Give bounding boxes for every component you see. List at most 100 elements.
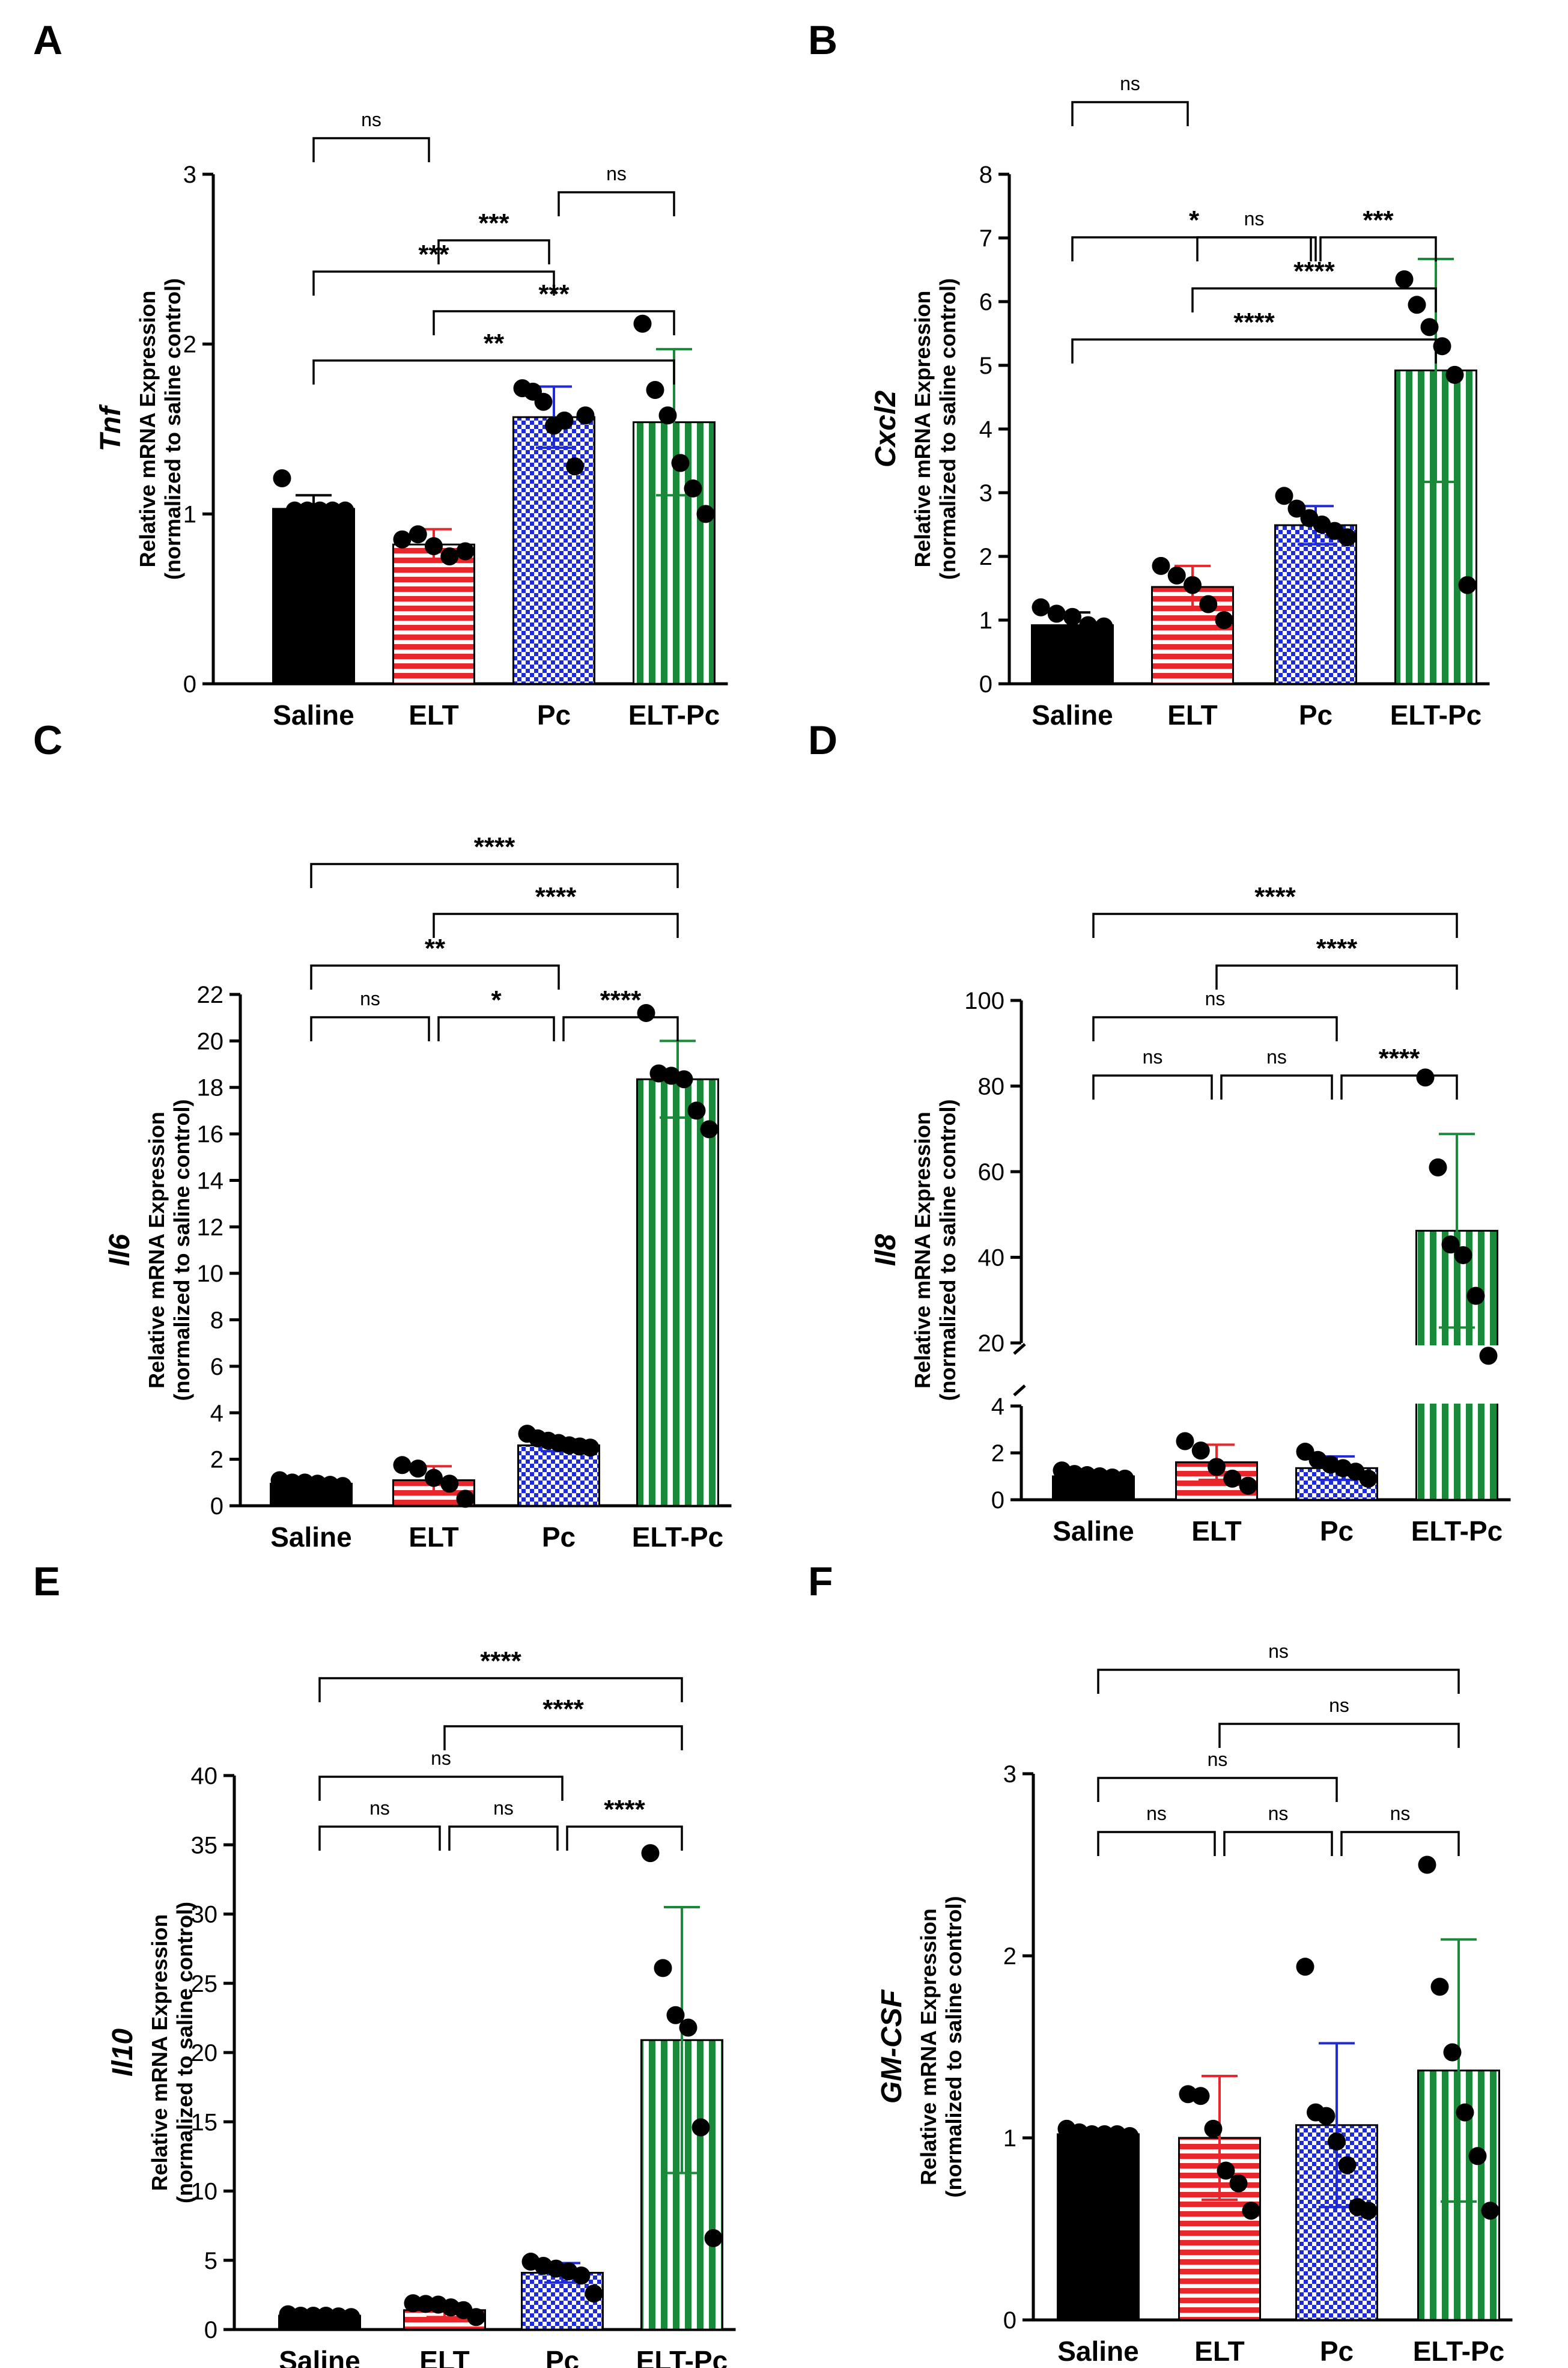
y-tick-label: 5	[204, 2248, 217, 2274]
significance-label: ***	[478, 208, 509, 238]
data-point-pc	[534, 392, 553, 411]
y-tick-label: 0	[991, 1487, 1004, 1514]
significance-bracket	[558, 191, 675, 216]
data-point-elt	[393, 530, 412, 549]
significance-label: ns	[1208, 1749, 1228, 1770]
data-point-elt	[456, 542, 475, 561]
data-point-eltpc	[675, 1070, 693, 1089]
y-tick-label: 5	[979, 353, 992, 379]
significance-bracket	[437, 1016, 555, 1041]
data-point-eltpc	[633, 314, 652, 333]
data-point-eltpc	[666, 2006, 685, 2024]
x-tick-label-elt: ELT	[1194, 2336, 1244, 2367]
significance-label: ns	[369, 1797, 390, 1819]
data-point-elt	[1184, 576, 1202, 594]
data-point-pc	[1287, 499, 1306, 518]
significance-label: ns	[431, 1747, 451, 1769]
data-point-pc	[585, 2284, 603, 2303]
bar-elt	[392, 543, 475, 685]
significance-label: ns	[493, 1797, 514, 1819]
significance-bracket	[1196, 236, 1312, 261]
gene-label: Il10	[107, 2029, 139, 2077]
data-point-elt	[1167, 566, 1186, 585]
y-tick-label: 0	[204, 2317, 217, 2343]
x-tick-label-pc: Pc	[537, 699, 571, 731]
data-point-elt	[1208, 1458, 1226, 1476]
data-point-eltpc	[1416, 1068, 1435, 1087]
y-tick-label: 3	[979, 480, 992, 507]
data-point-elt	[409, 525, 427, 544]
data-point-saline	[298, 501, 317, 520]
data-point-eltpc	[1458, 576, 1477, 594]
significance-label: ns	[1146, 1803, 1167, 1824]
gene-label: Cxcl2	[870, 391, 902, 467]
panel-C: C Il6 Relative mRNA Expression (normalized …	[33, 717, 732, 1553]
data-point-eltpc	[1479, 1347, 1498, 1365]
significance-bracket	[1218, 1723, 1460, 1748]
significance-bracket	[1319, 236, 1437, 261]
data-point-saline	[323, 501, 342, 520]
data-point-pc	[1338, 2156, 1357, 2175]
bar-saline	[272, 508, 355, 685]
y-axis-label-line2: (normalized to saline control)	[935, 1099, 960, 1401]
y-tick-label: 1	[183, 501, 196, 528]
data-point-eltpc	[1445, 365, 1464, 384]
y-tick-label: 40	[191, 1763, 218, 1789]
data-point-eltpc	[1454, 1246, 1472, 1264]
x-tick-label-saline: Saline	[1053, 1515, 1134, 1547]
x-tick-label-elt: ELT	[409, 699, 458, 731]
data-point-elt	[440, 547, 459, 565]
gene-label: Il6	[104, 1234, 136, 1267]
significance-bracket	[1223, 1831, 1333, 1856]
data-point-pc	[576, 406, 595, 425]
significance-label: ns	[1268, 1803, 1289, 1824]
y-tick-label: 16	[197, 1121, 224, 1148]
data-point-elt	[425, 537, 443, 556]
significance-bracket	[437, 239, 550, 264]
gene-label: Il8	[870, 1234, 902, 1267]
data-point-saline	[273, 469, 291, 487]
data-point-elt	[1204, 2119, 1223, 2138]
y-tick-label: 60	[978, 1159, 1005, 1186]
bar-eltpc	[636, 1078, 719, 1507]
significance-label: ****	[1233, 308, 1275, 337]
y-tick-label: 2	[1003, 1943, 1016, 1970]
data-point-eltpc	[654, 1959, 672, 1977]
data-point-saline	[1047, 604, 1066, 623]
data-point-elt	[1229, 2174, 1248, 2193]
data-point-eltpc	[646, 380, 664, 399]
y-axis-label-line1: Relative mRNA Expression	[910, 1112, 935, 1389]
data-point-pc	[566, 457, 584, 476]
significance-label: ns	[606, 163, 627, 184]
x-tick-label-saline: Saline	[279, 2345, 360, 2368]
significance-label: ns	[1268, 1640, 1289, 1662]
x-tick-label-eltpc: ELT-Pc	[1390, 699, 1482, 731]
significance-bracket	[1097, 1777, 1338, 1802]
bar-pc	[512, 416, 595, 685]
data-point-eltpc	[1418, 1855, 1436, 1874]
panel-letter-E: E	[33, 1559, 60, 1604]
data-point-eltpc	[1481, 2202, 1500, 2220]
significance-label: ****	[604, 1795, 645, 1824]
gene-label: GM-CSF	[876, 1989, 908, 2104]
data-point-elt	[1242, 2202, 1260, 2220]
data-point-eltpc	[1395, 270, 1414, 288]
data-point-saline	[342, 2308, 360, 2327]
data-point-pc	[1296, 1958, 1314, 1976]
significance-bracket	[443, 1725, 683, 1750]
panel-E: E Il10 Relative mRNA Expression (normalized…	[33, 1559, 736, 2368]
y-tick-label: 6	[210, 1354, 223, 1380]
y-tick-label: 10	[191, 2179, 218, 2205]
significance-bracket	[1220, 1074, 1333, 1100]
significance-label: ns	[1143, 1046, 1163, 1068]
y-tick-label: 2	[183, 332, 196, 358]
significance-bracket	[1191, 287, 1437, 312]
y-tick-label: 30	[191, 1902, 218, 1928]
data-point-elt	[1223, 1469, 1242, 1488]
significance-label: **	[484, 329, 505, 358]
data-point-eltpc	[1433, 337, 1451, 356]
significance-label: ****	[1293, 257, 1335, 286]
x-tick-label-pc: Pc	[1299, 699, 1332, 731]
bar-pc	[1274, 524, 1357, 685]
